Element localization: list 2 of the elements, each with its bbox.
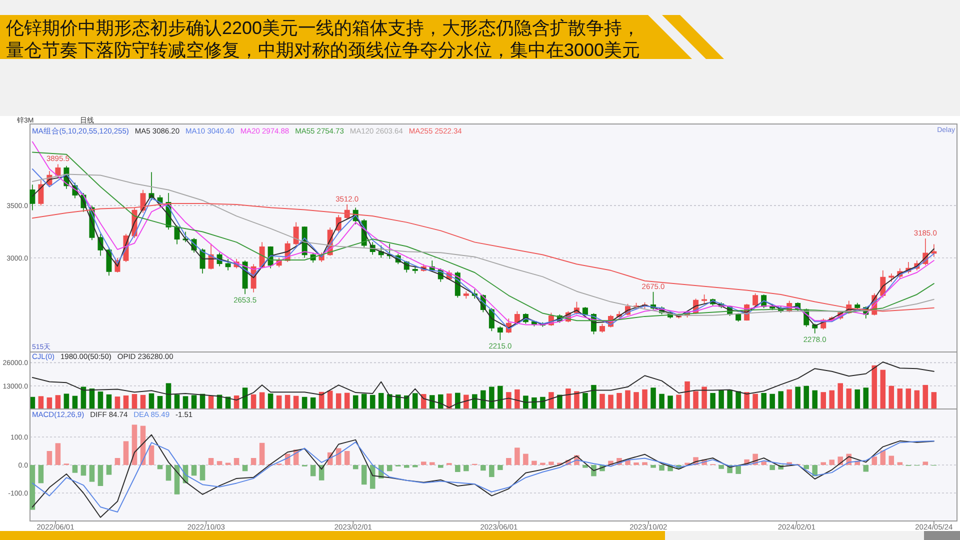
chart-title: 伦锌期价中期形态初步确认2200美元一线的箱体支持，大形态仍隐含扩散争持， xyxy=(6,18,640,38)
chart-subtitle: 量仓节奏下落防守转减空修复，中期对称的颈线位争夺分水位，集中在3000美元 xyxy=(6,40,640,60)
